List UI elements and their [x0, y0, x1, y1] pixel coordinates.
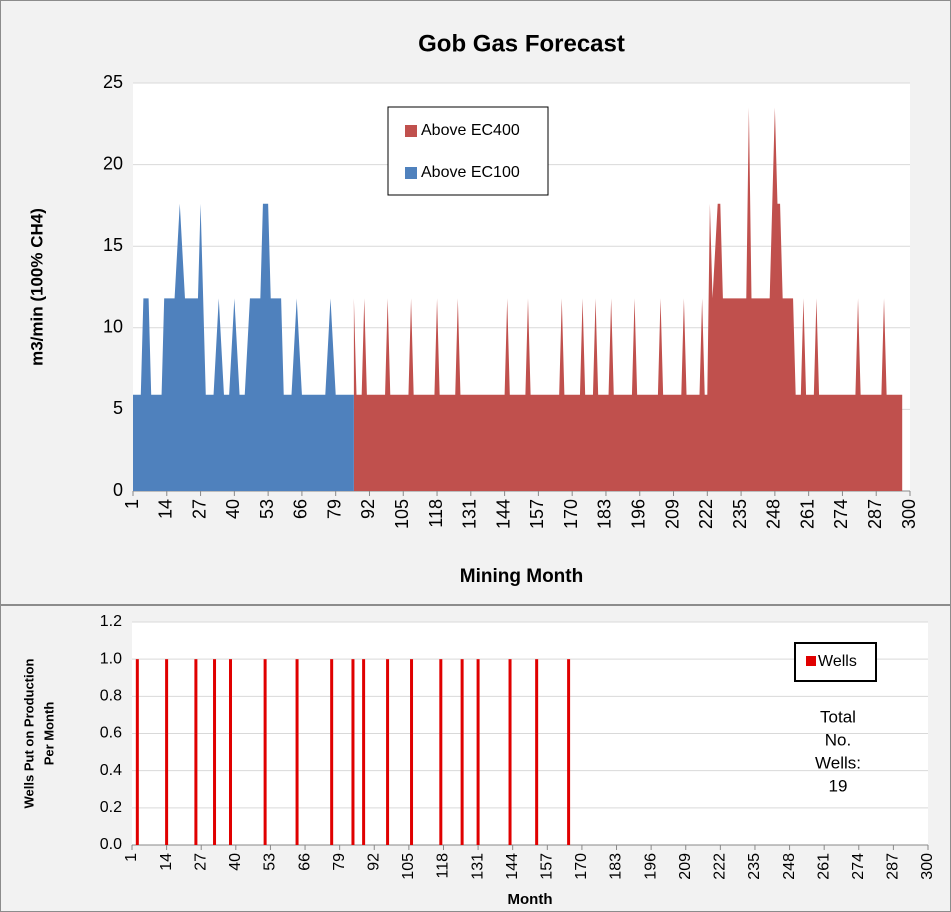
x-tick-label: 183 — [608, 853, 625, 880]
x-tick-label: 170 — [573, 853, 590, 880]
x-tick-label: 209 — [677, 853, 694, 880]
y-tick-label: 0.0 — [100, 836, 122, 853]
y-tick-label: 0.4 — [100, 762, 122, 779]
bar — [165, 659, 169, 845]
x-tick-label: 144 — [504, 853, 521, 880]
y-tick-label: 0.2 — [100, 799, 122, 816]
x-tick-label: 1 — [122, 499, 142, 509]
x-tick-label: 118 — [426, 499, 446, 528]
x-tick-label: 105 — [400, 853, 417, 880]
x-tick-label: 14 — [156, 499, 176, 519]
chart-title: Gob Gas Forecast — [418, 30, 625, 57]
x-tick-label: 300 — [919, 853, 936, 880]
x-tick-label: 131 — [469, 853, 486, 880]
annotation: Total — [820, 707, 856, 726]
x-tick-label: 144 — [493, 499, 513, 529]
x-tick-label: 209 — [662, 499, 682, 529]
x-tick-label: 170 — [561, 499, 581, 529]
bar — [386, 659, 390, 845]
bar — [263, 659, 267, 845]
x-tick-label: 1 — [123, 853, 140, 862]
x-tick-label: 274 — [831, 499, 851, 529]
legend-swatch — [405, 125, 417, 137]
x-tick-label: 14 — [158, 853, 175, 871]
bar — [476, 659, 480, 845]
x-tick-label: 235 — [746, 853, 763, 880]
y-tick-label: 5 — [113, 398, 123, 418]
x-tick-label: 92 — [358, 499, 378, 519]
y-tick-label: 20 — [103, 153, 123, 173]
bar — [460, 659, 464, 845]
y-axis-label: Wells Put on Production — [21, 658, 36, 808]
legend-label: Wells — [818, 653, 857, 670]
area — [353, 107, 903, 491]
y-tick-label: 1.2 — [100, 613, 122, 630]
x-tick-label: 248 — [781, 853, 798, 880]
x-axis-label: Month — [508, 891, 553, 908]
y-tick-label: 10 — [103, 317, 123, 337]
bar — [213, 659, 217, 845]
bar — [330, 659, 334, 845]
bar — [295, 659, 299, 845]
x-tick-label: 40 — [227, 853, 244, 871]
y-axis-label: Per Month — [41, 702, 56, 766]
x-tick-label: 92 — [365, 853, 382, 871]
legend-swatch — [405, 167, 417, 179]
annotation: Wells: — [815, 753, 861, 772]
x-tick-label: 157 — [527, 499, 547, 529]
x-tick-label: 248 — [764, 499, 784, 529]
bar — [439, 659, 443, 845]
x-tick-label: 222 — [696, 499, 716, 529]
y-tick-label: 0.8 — [100, 688, 122, 705]
x-tick-label: 118 — [435, 853, 452, 879]
x-tick-label: 287 — [865, 499, 885, 529]
bar — [351, 659, 355, 845]
x-tick-label: 287 — [885, 853, 902, 880]
y-tick-label: 1.0 — [100, 650, 122, 667]
legend-box — [387, 106, 549, 196]
bar — [194, 659, 198, 845]
y-tick-label: 0.6 — [100, 725, 122, 742]
x-tick-label: 40 — [223, 499, 243, 519]
x-tick-label: 157 — [539, 853, 556, 880]
x-tick-label: 79 — [331, 853, 348, 871]
y-tick-label: 15 — [103, 235, 123, 255]
x-tick-label: 235 — [730, 499, 750, 529]
y-tick-label: 0 — [113, 480, 123, 500]
x-tick-label: 66 — [296, 853, 313, 871]
x-tick-label: 196 — [642, 853, 659, 880]
x-tick-label: 79 — [324, 499, 344, 519]
x-tick-label: 131 — [460, 499, 480, 529]
annotation: No. — [825, 730, 851, 749]
legend-swatch — [806, 656, 816, 666]
x-axis-label: Mining Month — [460, 566, 583, 587]
bar — [508, 659, 512, 845]
x-tick-label: 261 — [797, 499, 817, 529]
y-tick-label: 25 — [103, 72, 123, 92]
bar — [567, 659, 571, 845]
x-tick-label: 66 — [291, 499, 311, 519]
x-tick-label: 27 — [189, 499, 209, 519]
bar — [535, 659, 539, 845]
x-tick-label: 222 — [712, 853, 729, 880]
x-tick-label: 53 — [257, 499, 277, 519]
x-tick-label: 274 — [850, 853, 867, 880]
area — [133, 203, 354, 491]
legend-label: Above EC400 — [421, 122, 520, 139]
bar — [410, 659, 414, 845]
x-tick-label: 196 — [628, 499, 648, 529]
annotation: 19 — [829, 776, 848, 795]
bar — [229, 659, 233, 845]
bar — [135, 659, 139, 845]
legend-label: Above EC100 — [421, 164, 520, 181]
y-axis-label: m3/min (100% CH4) — [27, 208, 46, 366]
x-tick-label: 300 — [899, 499, 919, 529]
x-tick-label: 105 — [392, 499, 412, 529]
x-tick-label: 53 — [262, 853, 279, 871]
x-tick-label: 183 — [595, 499, 615, 529]
bar — [362, 659, 366, 845]
x-tick-label: 27 — [192, 853, 209, 871]
x-tick-label: 261 — [815, 853, 832, 880]
